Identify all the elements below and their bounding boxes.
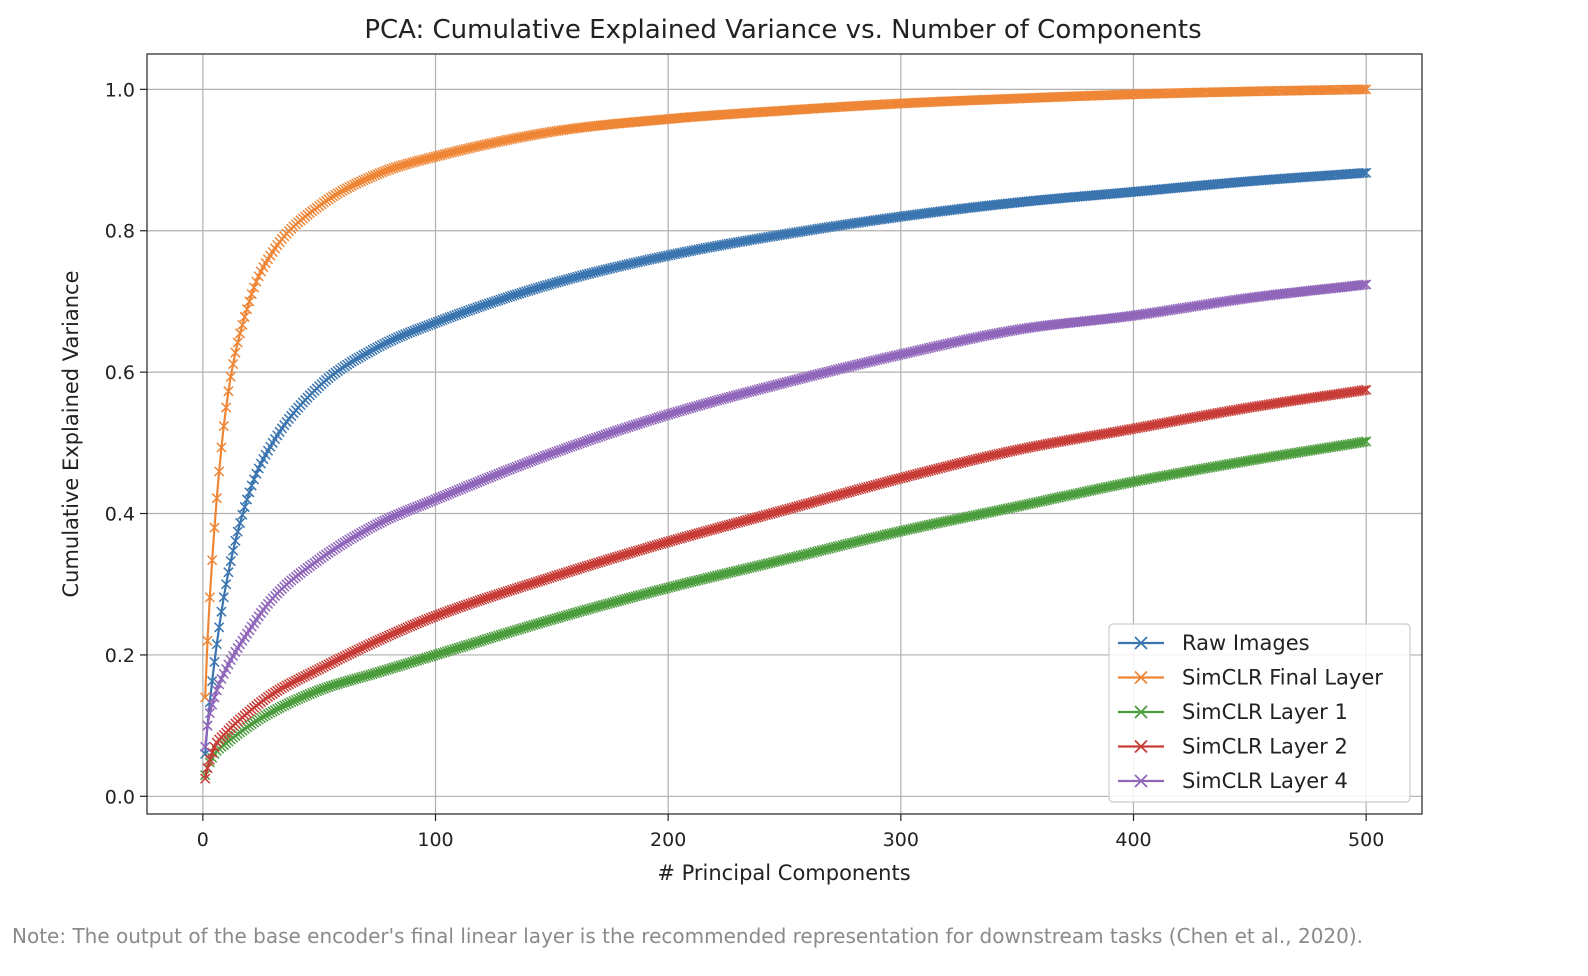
footnote: Note: The output of the base encoder's f… — [12, 924, 1364, 948]
legend-label: Raw Images — [1182, 631, 1310, 655]
y-tick-label: 0.8 — [105, 221, 135, 243]
series-layer — [200, 84, 1372, 784]
x-axis-ticks: 0 100 200 300 400 500 — [197, 814, 1384, 851]
legend-item: SimCLR Layer 2 — [1118, 735, 1348, 759]
legend-label: SimCLR Layer 4 — [1182, 769, 1348, 793]
legend: Raw Images SimCLR Final Layer SimCLR Layer… — [1108, 623, 1411, 803]
x-tick-label: 200 — [650, 829, 686, 851]
x-tick-label: 0 — [197, 829, 209, 851]
y-tick-label: 0.6 — [105, 362, 135, 384]
legend-item: SimCLR Layer 4 — [1118, 769, 1348, 793]
legend-label: SimCLR Layer 2 — [1182, 735, 1348, 759]
x-axis-label: # Principal Components — [657, 861, 910, 885]
x-tick-label: 100 — [417, 829, 453, 851]
legend-label: SimCLR Layer 1 — [1182, 700, 1348, 724]
series-simclr-layer-2 — [200, 384, 1372, 784]
legend-frame — [1108, 623, 1411, 803]
legend-label: SimCLR Final Layer — [1182, 666, 1383, 690]
series-markers — [200, 279, 1372, 752]
y-axis-label: Cumulative Explained Variance — [59, 270, 83, 597]
series-markers — [200, 384, 1372, 784]
legend-item: SimCLR Final Layer — [1118, 666, 1383, 690]
legend-marker — [1134, 705, 1148, 719]
series-line — [204, 88, 1367, 698]
series-markers — [200, 167, 1372, 760]
legend-marker — [1134, 636, 1148, 650]
y-tick-label: 0.4 — [105, 504, 135, 526]
series-markers — [200, 84, 1372, 703]
y-tick-label: 0.0 — [105, 786, 135, 808]
legend-item: Raw Images — [1118, 631, 1310, 655]
y-tick-label: 0.2 — [105, 645, 135, 667]
legend-marker — [1134, 670, 1148, 685]
legend-item: SimCLR Layer 1 — [1118, 700, 1348, 724]
x-tick-label: 500 — [1348, 829, 1384, 851]
chart: PCA: Cumulative Explained Variance vs. N… — [59, 15, 1423, 885]
legend-marker — [1134, 774, 1148, 788]
x-tick-label: 400 — [1115, 829, 1151, 851]
y-axis-ticks: 0.0 0.2 0.4 0.6 0.8 1.0 — [105, 79, 147, 808]
series-simclr-layer-4 — [200, 279, 1372, 752]
y-tick-label: 1.0 — [105, 79, 135, 101]
chart-title: PCA: Cumulative Explained Variance vs. N… — [364, 15, 1201, 45]
plot-frame — [146, 53, 1423, 815]
series-simclr-final-layer — [200, 84, 1372, 703]
legend-marker — [1134, 739, 1148, 754]
series-raw-images — [200, 167, 1372, 760]
x-tick-label: 300 — [883, 829, 919, 851]
